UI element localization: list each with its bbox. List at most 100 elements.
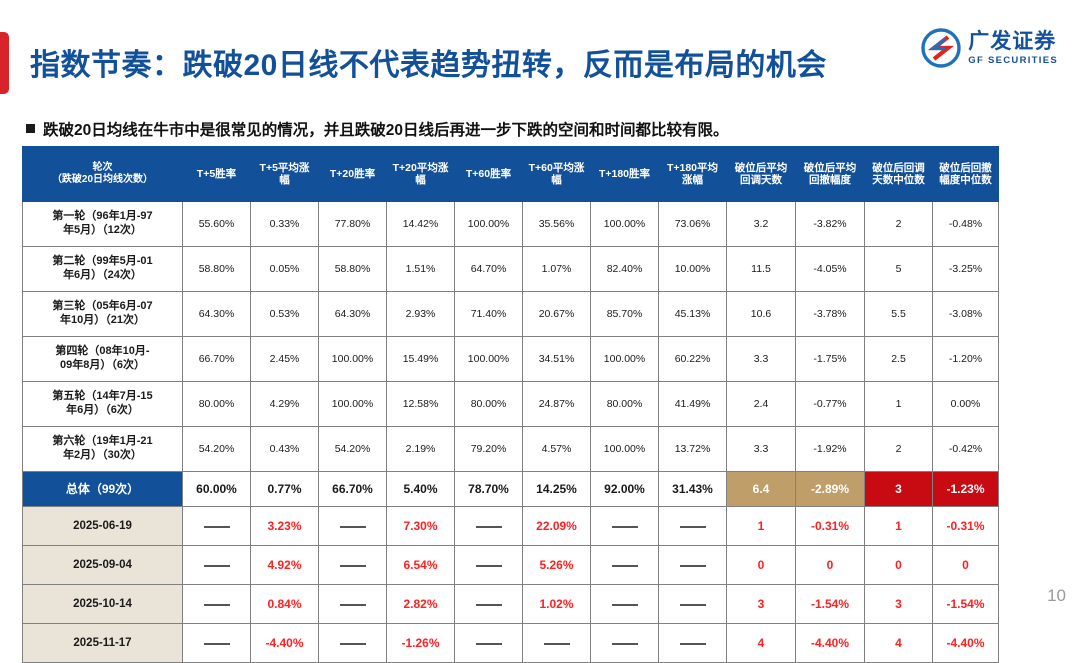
bullet-point-text: 跌破20日均线在牛市中是很常见的情况，并且跌破20日线后再进一步下跌的空间和时间… bbox=[43, 122, 729, 139]
empty-dash bbox=[475, 603, 502, 606]
table-cell: -0.48% bbox=[932, 201, 999, 247]
table-cell: 78.70% bbox=[454, 471, 523, 507]
table-cell: -3.25% bbox=[932, 246, 999, 292]
table-row-label: 第三轮（05年6月-07 年10月）（21次） bbox=[22, 291, 183, 337]
empty-dash bbox=[339, 642, 366, 645]
table-cell: 54.20% bbox=[318, 426, 387, 472]
table-cell: 100.00% bbox=[318, 336, 387, 382]
table-cell: 22.09% bbox=[522, 506, 591, 546]
table-cell: 5 bbox=[864, 246, 933, 292]
statistics-table-container: 轮次 （跌破20日均线次数） T+5胜率 T+5平均涨幅 T+20胜率 T+20平均涨幅 T… bbox=[22, 146, 999, 663]
table-cell: -1.54% bbox=[795, 584, 865, 624]
bullet-point: 跌破20日均线在牛市中是很常见的情况，并且跌破20日线后再进一步下跌的空间和时间… bbox=[26, 118, 729, 140]
table-cell: 64.70% bbox=[454, 246, 523, 292]
table-cell bbox=[522, 623, 591, 663]
table-cell: -3.78% bbox=[795, 291, 865, 337]
table-cell bbox=[182, 545, 251, 585]
table-cell: 64.30% bbox=[318, 291, 387, 337]
table-cell: 66.70% bbox=[182, 336, 251, 382]
table-cell bbox=[658, 623, 727, 663]
table-cell: 0.53% bbox=[250, 291, 319, 337]
empty-dash bbox=[611, 564, 638, 567]
table-cell: 4 bbox=[726, 623, 796, 663]
table-row-label: 2025-06-19 bbox=[22, 506, 183, 546]
brand-logo-text: 广发证券 GF SECURITIES bbox=[968, 31, 1058, 66]
table-cell bbox=[658, 506, 727, 546]
table-column-header-9: 破位后平均 回调天数 bbox=[726, 146, 796, 202]
table-cell: 92.00% bbox=[590, 471, 659, 507]
table-column-header-12: 破位后回撤 幅度中位数 bbox=[932, 146, 999, 202]
table-body: 第一轮（96年1月-97 年5月）（12次） 55.60% 0.33% 77.80% 14… bbox=[22, 201, 999, 663]
table-cell: -1.92% bbox=[795, 426, 865, 472]
table-cell: 85.70% bbox=[590, 291, 659, 337]
table-cell: 2.5 bbox=[864, 336, 933, 382]
table-cell: 1 bbox=[864, 506, 933, 546]
table-cell: -1.20% bbox=[932, 336, 999, 382]
table-header-row: 轮次 （跌破20日均线次数） T+5胜率 T+5平均涨幅 T+20胜率 T+20平均涨幅 T… bbox=[22, 146, 999, 202]
table-row-label: 2025-11-17 bbox=[22, 623, 183, 663]
table-row-label: 第一轮（96年1月-97 年5月）（12次） bbox=[22, 201, 183, 247]
table-cell bbox=[658, 545, 727, 585]
table-cell: 2.19% bbox=[386, 426, 455, 472]
table-cell: 4.29% bbox=[250, 381, 319, 427]
table-cell: -4.40% bbox=[795, 623, 865, 663]
table-cell: 11.5 bbox=[726, 246, 796, 292]
table-cell: 0 bbox=[795, 545, 865, 585]
gf-securities-logo-icon bbox=[921, 28, 961, 68]
table-cell: -0.31% bbox=[795, 506, 865, 546]
table-cell: 4 bbox=[864, 623, 933, 663]
table-cell: 100.00% bbox=[590, 426, 659, 472]
empty-dash bbox=[679, 564, 706, 567]
table-cell: -4.40% bbox=[932, 623, 999, 663]
brand-name-cn: 广发证券 bbox=[968, 29, 1057, 53]
table-cell: 24.87% bbox=[522, 381, 591, 427]
table-cell: 3.2 bbox=[726, 201, 796, 247]
table-cell: 20.67% bbox=[522, 291, 591, 337]
table-cell: 7.30% bbox=[386, 506, 455, 546]
table-cell: 100.00% bbox=[454, 201, 523, 247]
table-cell: -4.40% bbox=[250, 623, 319, 663]
table-cell: 55.60% bbox=[182, 201, 251, 247]
table-cell bbox=[454, 584, 523, 624]
table-cell: -3.08% bbox=[932, 291, 999, 337]
table-cell: 3 bbox=[864, 584, 933, 624]
table-cell: 0.84% bbox=[250, 584, 319, 624]
table-row: 第二轮（99年5月-01 年6月）（24次） 58.80% 0.05% 58.80% 1.… bbox=[22, 246, 999, 292]
table-cell: 10.6 bbox=[726, 291, 796, 337]
table-cell: 0 bbox=[932, 545, 999, 585]
table-cell: 0.05% bbox=[250, 246, 319, 292]
table-cell: 79.20% bbox=[454, 426, 523, 472]
table-column-header-8: T+180平均 涨幅 bbox=[658, 146, 727, 202]
table-cell: -3.82% bbox=[795, 201, 865, 247]
table-cell: 12.58% bbox=[386, 381, 455, 427]
table-cell: 0.33% bbox=[250, 201, 319, 247]
table-cell bbox=[318, 545, 387, 585]
table-cell bbox=[318, 623, 387, 663]
table-cell: 100.00% bbox=[590, 336, 659, 382]
table-cell: 2.82% bbox=[386, 584, 455, 624]
table-cell: 45.13% bbox=[658, 291, 727, 337]
table-cell: 54.20% bbox=[182, 426, 251, 472]
table-cell: 2 bbox=[864, 201, 933, 247]
table-cell: 3.23% bbox=[250, 506, 319, 546]
table-cell: 0.00% bbox=[932, 381, 999, 427]
table-cell: 0.43% bbox=[250, 426, 319, 472]
table-column-header-7: T+180胜率 bbox=[590, 146, 659, 202]
table-cell: 58.80% bbox=[318, 246, 387, 292]
empty-dash bbox=[203, 642, 230, 645]
table-cell: 0 bbox=[726, 545, 796, 585]
empty-dash bbox=[339, 525, 366, 528]
table-cell: -0.42% bbox=[932, 426, 999, 472]
empty-dash bbox=[203, 525, 230, 528]
table-cell: 31.43% bbox=[658, 471, 727, 507]
table-row-label: 总体（99次） bbox=[22, 471, 183, 507]
table-row: 第一轮（96年1月-97 年5月）（12次） 55.60% 0.33% 77.80% 14… bbox=[22, 201, 999, 247]
table-cell: 1 bbox=[864, 381, 933, 427]
table-cell: 5.5 bbox=[864, 291, 933, 337]
table-cell: 14.25% bbox=[522, 471, 591, 507]
table-cell: 2.45% bbox=[250, 336, 319, 382]
empty-dash bbox=[679, 642, 706, 645]
table-cell: 3 bbox=[726, 584, 796, 624]
table-cell: 41.49% bbox=[658, 381, 727, 427]
table-cell: 15.49% bbox=[386, 336, 455, 382]
